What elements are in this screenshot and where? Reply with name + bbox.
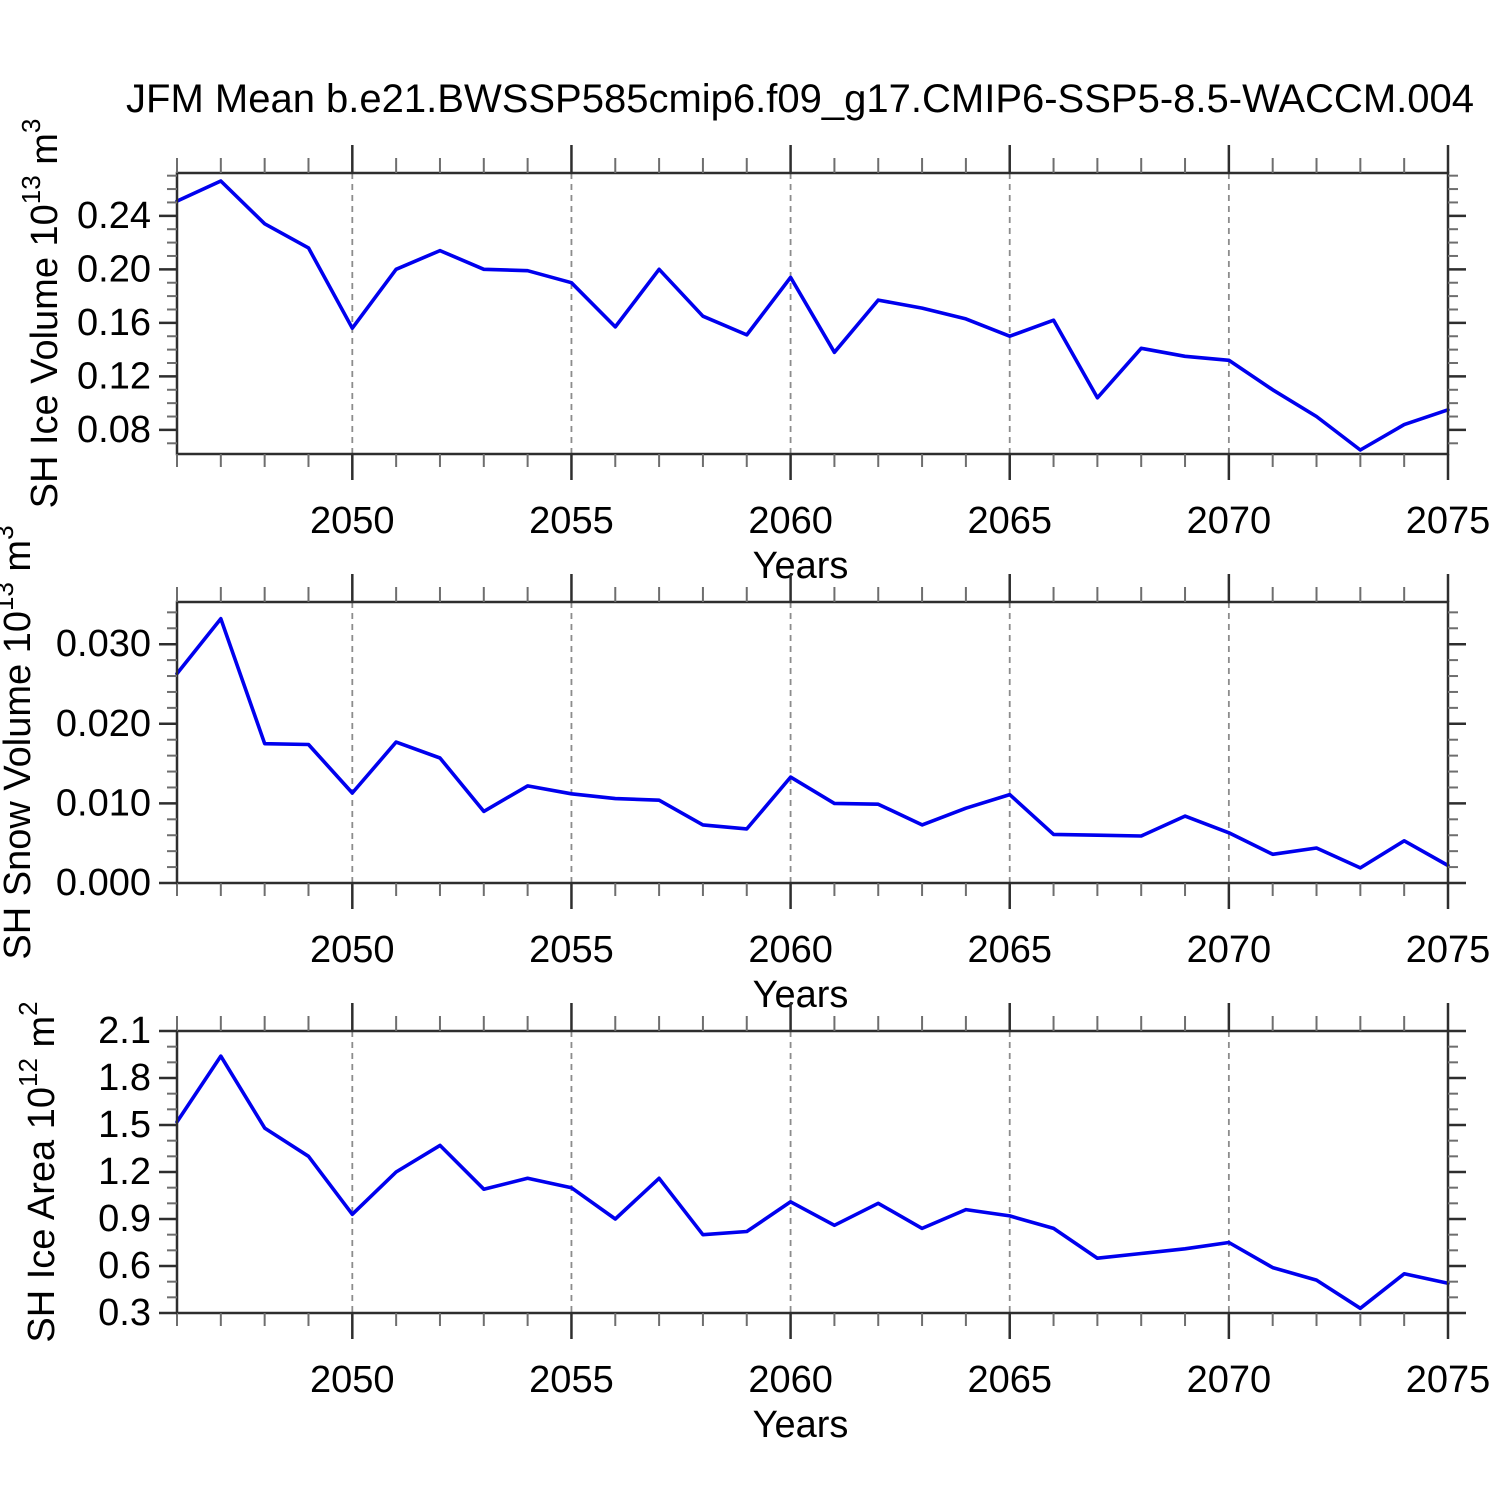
y-tick-label: 0.000 — [56, 862, 151, 904]
x-tick-label: 2060 — [748, 500, 833, 542]
y-tick-label: 1.8 — [98, 1057, 151, 1099]
y-tick-label: 0.030 — [56, 623, 151, 665]
x-tick-label: 2050 — [310, 500, 395, 542]
series-line — [175, 616, 1450, 870]
x-tick-label: 2050 — [310, 1359, 395, 1401]
y-axis-title: SH Ice Volume 1013 m3 — [16, 119, 66, 509]
x-tick-label: 2075 — [1406, 1359, 1491, 1401]
y-tick-label: 0.24 — [77, 195, 151, 237]
y-tick-label: 0.6 — [98, 1245, 151, 1287]
x-tick-label: 2075 — [1406, 500, 1491, 542]
x-tick-label: 2065 — [967, 500, 1052, 542]
x-tick-label: 2065 — [967, 1359, 1052, 1401]
y-tick-label: 0.9 — [98, 1198, 151, 1240]
y-tick-label: 0.20 — [77, 248, 151, 290]
x-tick-label: 2065 — [967, 929, 1052, 971]
x-tick-label: 2050 — [310, 929, 395, 971]
panel-1: 2050 2055 2060 2065 2070 2075 Years 0.08 0.12 0.1… — [16, 119, 1490, 587]
chart-title: JFM Mean b.e21.BWSSP585cmip6.f09_g17.CMI… — [126, 77, 1474, 121]
x-tick-label: 2070 — [1187, 500, 1272, 542]
y-tick-label: 0.020 — [56, 703, 151, 745]
x-tick-label: 2075 — [1406, 929, 1491, 971]
x-tick-label: 2055 — [529, 500, 614, 542]
chart-panels: 2050 2055 2060 2065 2070 2075 Years 0.08 0.12 0.1… — [0, 119, 1490, 1446]
x-tick-label: 2060 — [748, 929, 833, 971]
x-tick-label: 2055 — [529, 1359, 614, 1401]
x-tick-label: 2070 — [1187, 929, 1272, 971]
y-axis-title: SH Ice Area 1012 m2 — [13, 1001, 63, 1342]
series-line — [175, 1054, 1450, 1311]
y-tick-label: 0.16 — [77, 302, 151, 344]
x-tick-label: 2060 — [748, 1359, 833, 1401]
x-axis-title: Years — [753, 545, 849, 587]
x-axis-title: Years — [753, 974, 849, 1016]
y-tick-label: 2.1 — [98, 1010, 151, 1052]
x-tick-label: 2070 — [1187, 1359, 1272, 1401]
panel-2: 2050 2055 2060 2065 2070 2075 Years 0.000 0.010 0… — [0, 525, 1490, 1016]
plot-frame — [175, 171, 1450, 456]
panel-3: 2050 2055 2060 2065 2070 2075 Years 0.3 0.6 0.9 1.… — [13, 1001, 1490, 1446]
plot-frame — [175, 600, 1450, 885]
y-tick-label: 0.3 — [98, 1292, 151, 1334]
y-tick-label: 1.5 — [98, 1104, 151, 1146]
y-tick-label: 0.12 — [77, 355, 151, 397]
y-axis-title: SH Snow Volume 1013 m3 — [0, 525, 39, 959]
x-tick-label: 2055 — [529, 929, 614, 971]
y-tick-label: 0.08 — [77, 409, 151, 451]
y-tick-label: 1.2 — [98, 1151, 151, 1193]
y-tick-label: 0.010 — [56, 782, 151, 824]
x-axis-title: Years — [753, 1404, 849, 1446]
plot-frame — [175, 1029, 1450, 1315]
series-line — [175, 179, 1450, 452]
